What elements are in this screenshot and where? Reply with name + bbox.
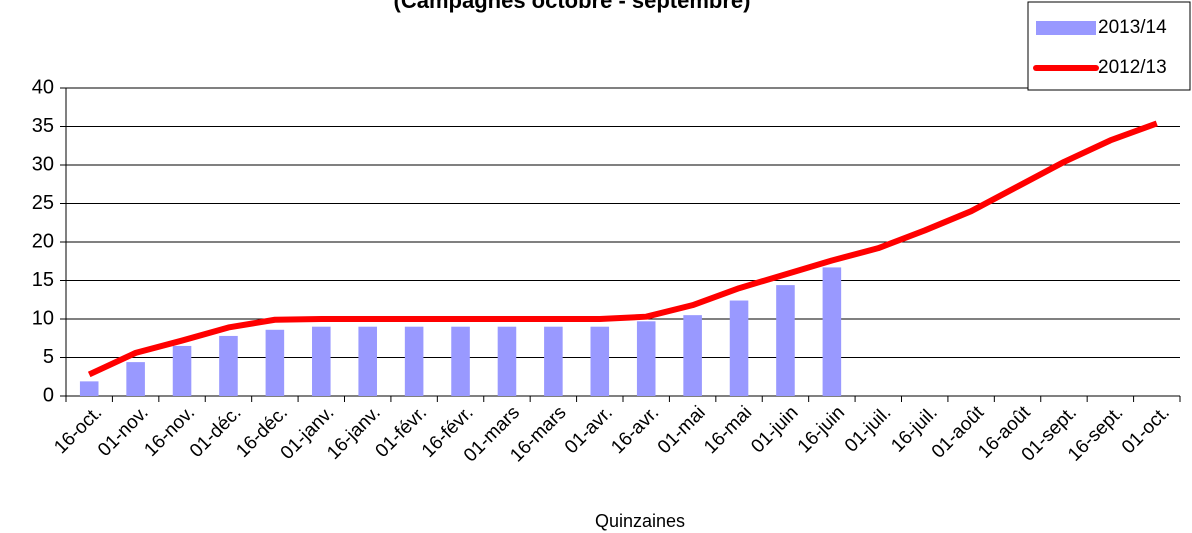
- bar: [776, 285, 795, 396]
- bar: [590, 326, 610, 396]
- y-tick-label: 15: [32, 269, 54, 291]
- x-tick-label: 16-avr.: [607, 402, 663, 458]
- bar: [497, 326, 517, 396]
- bar: [729, 300, 749, 396]
- legend-label: 2013/14: [1098, 17, 1167, 38]
- bar: [822, 267, 842, 396]
- bar: [219, 335, 238, 396]
- y-tick-label: 35: [32, 115, 54, 137]
- y-tick-label: 0: [43, 384, 54, 406]
- x-tick-label: 01-juin: [747, 402, 802, 457]
- x-tick-label: 01-juil.: [841, 402, 895, 456]
- bar: [79, 381, 99, 396]
- bar: [126, 362, 145, 396]
- chart-subtitle: (Campagnes octobre - septembre): [394, 0, 751, 13]
- x-tick-label: 01-déc.: [186, 402, 246, 462]
- x-tick-label: 16-mai: [700, 402, 756, 458]
- legend-swatch: [1036, 21, 1096, 35]
- x-tick-label: 01-avr.: [561, 402, 617, 458]
- bar: [683, 315, 702, 396]
- bar: [404, 326, 424, 396]
- y-tick-label: 10: [32, 307, 54, 329]
- bar: [172, 345, 192, 396]
- y-tick-label: 25: [32, 192, 54, 214]
- bar: [358, 326, 377, 396]
- y-tick-label: 30: [32, 153, 54, 175]
- x-tick-label: 01-oct.: [1118, 402, 1174, 458]
- x-axis-label: Quinzaines: [595, 511, 685, 531]
- line: [87, 120, 1158, 378]
- x-tick-label: 01-févr.: [372, 402, 432, 462]
- x-tick-label: 16-juin: [794, 402, 849, 457]
- y-tick-label: 40: [32, 76, 54, 98]
- x-tick-label: 01-mai: [654, 402, 710, 458]
- bar: [636, 321, 656, 396]
- legend-label: 2012/13: [1098, 57, 1167, 78]
- y-tick-label: 20: [32, 230, 54, 252]
- bar: [312, 326, 331, 396]
- y-tick-label: 5: [43, 346, 54, 368]
- legend-box: [1027, 1, 1191, 91]
- x-tick-label: 01-nov.: [94, 402, 153, 461]
- bar: [265, 329, 285, 396]
- bar: [451, 326, 470, 396]
- bar: [544, 326, 563, 396]
